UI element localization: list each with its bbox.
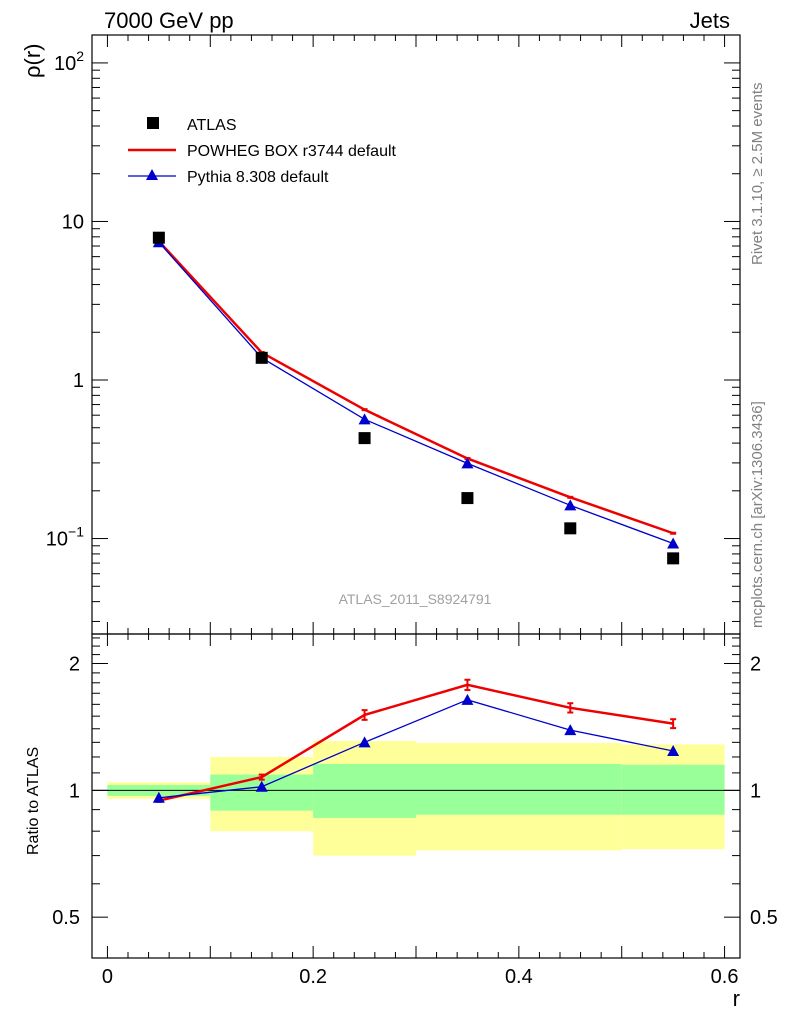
- ratio-panel-marks: [152, 678, 680, 803]
- atlas-point: [461, 492, 474, 505]
- ratio-pythia-point: [152, 791, 165, 803]
- ratio-pythia-point: [461, 693, 474, 705]
- top-y-tick-label: 102: [54, 48, 84, 75]
- ratio-pythia-point: [667, 744, 680, 756]
- pythia-line: [158, 241, 674, 545]
- ratio-y-tick-label-right: 0.5: [750, 907, 778, 929]
- rivet-side-label: Rivet 3.1.10, ≥ 2.5M events: [749, 83, 766, 266]
- ratio-pythia-line: [158, 699, 674, 799]
- powheg-line: [157, 240, 674, 535]
- top-ylabel: ρ(r): [20, 44, 45, 79]
- ratio-powheg-line: [158, 683, 674, 802]
- top-panel-marks: [152, 231, 680, 565]
- pythia-point: [358, 413, 371, 425]
- axis-ticks: 0 0.2 0.4 0.6 10−1 1 10 102 0.5 0.5 1 1 2 2: [46, 35, 778, 988]
- ratio-pythia-point: [564, 724, 577, 736]
- x-tick-label: 0.6: [711, 966, 739, 988]
- legend-pythia-label: Pythia 8.308 default: [187, 169, 329, 186]
- ratio-y-tick-label-left: 0.5: [52, 907, 80, 929]
- atlas-point: [358, 432, 371, 445]
- x-tick-label: 0: [102, 966, 113, 988]
- pythia-point: [667, 537, 680, 549]
- pythia-point: [564, 499, 577, 511]
- top-y-tick-label: 10−1: [46, 524, 84, 551]
- ratio-y-tick-label-left: 1: [69, 780, 80, 802]
- ratio-y-tick-label-right: 1: [750, 780, 761, 802]
- ratio-pythia-point: [358, 736, 371, 748]
- ratio-y-tick-label-left: 2: [69, 654, 80, 676]
- legend-atlas-marker: [147, 117, 159, 129]
- legend: ATLAS POWHEG BOX r3744 default Pythia 8.…: [128, 117, 397, 186]
- ratio-pythia-point: [255, 780, 268, 792]
- ratio-ylabel: Ratio to ATLAS: [25, 747, 42, 855]
- top-y-tick-label: 1: [73, 370, 84, 392]
- mcplots-side-label: mcplots.cern.ch [arXiv:1306.3436]: [749, 401, 766, 628]
- header-jets-label: Jets: [690, 8, 730, 33]
- atlas-point: [152, 231, 165, 244]
- analysis-watermark: ATLAS_2011_S8924791: [339, 591, 492, 607]
- x-tick-label: 0.4: [505, 966, 533, 988]
- ratio-uncertainty-bands: [107, 740, 725, 856]
- header-energy-label: 7000 GeV pp: [104, 8, 234, 33]
- pythia-point: [461, 457, 474, 469]
- x-tick-label: 0.2: [299, 966, 327, 988]
- x-axis-label: r: [733, 986, 740, 1011]
- atlas-point: [255, 351, 268, 364]
- atlas-point: [564, 522, 577, 535]
- legend-powheg-label: POWHEG BOX r3744 default: [187, 143, 397, 160]
- ratio-y-tick-label-right: 2: [750, 654, 761, 676]
- ratio-band-inner: [313, 763, 416, 818]
- legend-atlas-label: ATLAS: [187, 117, 237, 134]
- top-y-tick-label: 10: [62, 211, 84, 233]
- atlas-point: [667, 552, 680, 565]
- legend-pythia-marker: [146, 169, 158, 180]
- ratio-band-inner: [416, 763, 622, 815]
- ratio-band-inner: [621, 764, 725, 815]
